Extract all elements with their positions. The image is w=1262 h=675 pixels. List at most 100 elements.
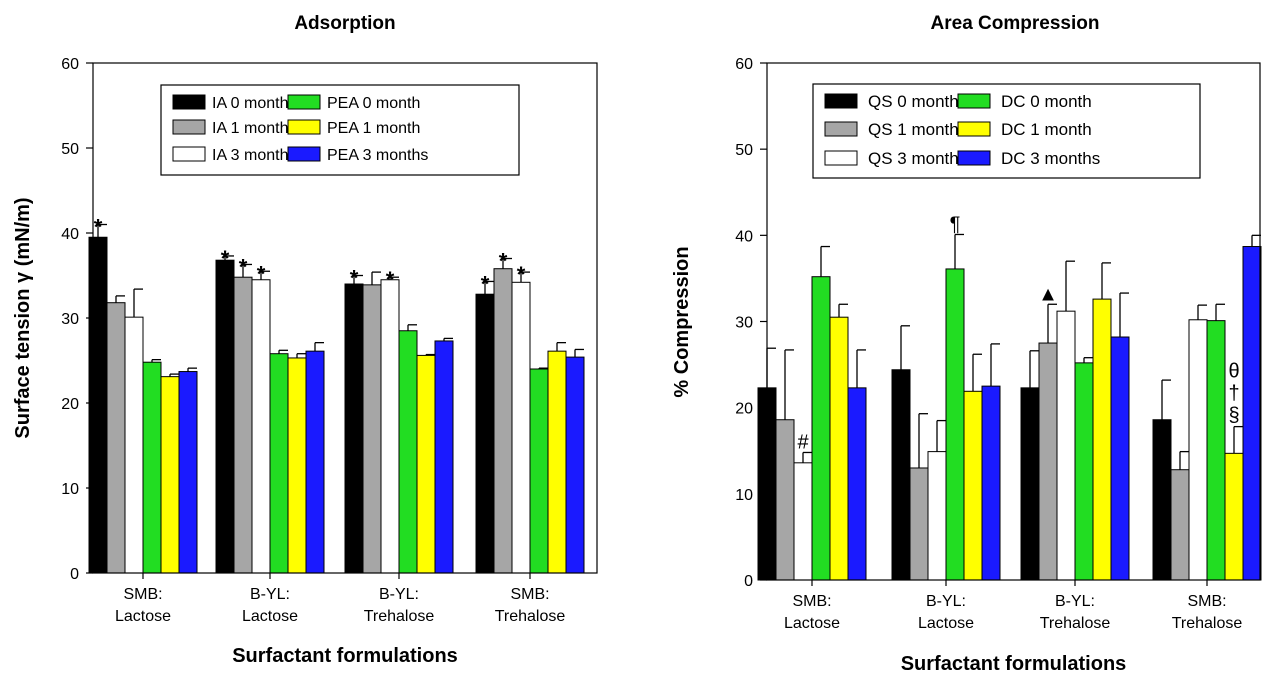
bar [88, 236, 108, 574]
bar [1020, 387, 1040, 581]
x-tick-label: Trehalose [1172, 615, 1243, 632]
legend-swatch [957, 150, 991, 166]
annotation-symbol: ¶ [950, 213, 961, 235]
bar [847, 387, 867, 581]
bar [793, 462, 813, 581]
legend-label: DC 3 months [1001, 149, 1100, 168]
legend-label: QS 1 month [868, 120, 959, 139]
x-tick-label: SMB: [123, 586, 162, 603]
bar [1188, 319, 1208, 581]
y-tick-label: 60 [735, 56, 753, 73]
x-tick-label: B-YL: [379, 586, 419, 603]
area-compression-chart: Area Compression # ¶ ▲ θ†§ 0 10 20 30 40 50 60 SMB: L… [671, 13, 1262, 675]
bar [106, 302, 126, 574]
legend-box [160, 84, 520, 176]
legend-swatch [287, 119, 321, 135]
bar [963, 390, 983, 581]
y-axis-label: Surface tension γ (mN/m) [12, 197, 34, 438]
y-tick-label: 30 [61, 311, 79, 328]
y-axis-label: % Compression [671, 246, 693, 397]
y-tick-label: 20 [61, 396, 79, 413]
legend-swatch [172, 119, 206, 135]
annotation-symbol: θ [1228, 361, 1239, 383]
bar [142, 361, 162, 574]
bar [891, 369, 911, 581]
y-tick-label: 50 [61, 141, 79, 158]
annotation-symbol: * [517, 262, 526, 287]
annotation-symbol: * [499, 249, 508, 274]
annotation-symbol: * [257, 261, 266, 286]
annotation-symbol: * [221, 246, 230, 271]
bar [160, 376, 180, 574]
bar [981, 385, 1001, 581]
bar [1242, 246, 1262, 581]
bar [416, 354, 436, 574]
legend-swatch [824, 121, 858, 137]
x-tick-label: SMB: [792, 593, 831, 610]
x-tick-label: Lactose [115, 608, 171, 625]
legend-label: IA 1 month [212, 120, 289, 137]
bar [1224, 452, 1244, 581]
x-tick-label: Trehalose [1040, 615, 1111, 632]
x-tick-label: B-YL: [1055, 593, 1095, 610]
legend-label: IA 3 months [212, 147, 297, 164]
bar [124, 316, 144, 574]
legend-label: QS 3 months [868, 149, 967, 168]
annotation-symbol: ▲ [1038, 283, 1058, 305]
legend-swatch [287, 94, 321, 110]
y-tick-label: 0 [744, 573, 753, 590]
bar [287, 357, 307, 574]
legend-swatch [172, 94, 206, 110]
y-tick-label: 50 [735, 142, 753, 159]
bar [909, 467, 929, 581]
bar [927, 451, 947, 581]
annotation-symbol: † [1228, 383, 1239, 405]
bar [1152, 419, 1172, 581]
legend-label: PEA 1 month [327, 120, 420, 137]
chart-title: Area Compression [931, 13, 1100, 34]
x-tick-label: SMB: [1187, 593, 1226, 610]
bar [178, 371, 198, 574]
legend-label: PEA 0 month [327, 95, 420, 112]
bar [233, 276, 253, 574]
bar [1056, 310, 1076, 581]
bar [305, 350, 325, 574]
bar [475, 293, 495, 574]
legend-label: QS 0 month [868, 92, 959, 111]
annotation-symbol: # [797, 431, 809, 453]
legend: IA 0 month PEA 0 month IA 1 month PEA 1 mon… [160, 84, 520, 176]
x-tick-label: B-YL: [926, 593, 966, 610]
bar [380, 279, 400, 574]
annotation-symbol: * [386, 267, 395, 292]
bar [493, 268, 513, 574]
legend-label: DC 1 month [1001, 120, 1092, 139]
chart-title: Adsorption [294, 13, 395, 34]
bar [1110, 336, 1130, 581]
bar [775, 419, 795, 581]
x-tick-label: Lactose [918, 615, 974, 632]
legend-swatch [824, 93, 858, 109]
y-tick-label: 60 [61, 56, 79, 73]
bar [1092, 298, 1112, 581]
bar [1074, 362, 1094, 581]
y-tick-label: 40 [735, 228, 753, 245]
bar [434, 340, 454, 574]
bar [565, 356, 585, 574]
annotation-symbol: * [239, 254, 248, 279]
legend-swatch [957, 93, 991, 109]
legend-swatch [957, 121, 991, 137]
annotation-symbol: * [350, 266, 359, 291]
y-tick-label: 10 [735, 487, 753, 504]
annotation-symbol: * [481, 271, 490, 296]
legend-swatch [172, 146, 206, 162]
legend-label: IA 0 month [212, 95, 289, 112]
x-axis-label: Surfactant formulations [901, 653, 1127, 675]
annotation-symbol: * [94, 215, 103, 240]
adsorption-chart: Adsorption * * * * * * * * * 0 10 20 30 40 50 60 SMB: Lact… [12, 13, 598, 667]
bar [215, 259, 235, 574]
bar [344, 283, 364, 574]
x-tick-label: Lactose [242, 608, 298, 625]
bar [1170, 469, 1190, 581]
bar [811, 276, 831, 581]
bar [398, 330, 418, 574]
